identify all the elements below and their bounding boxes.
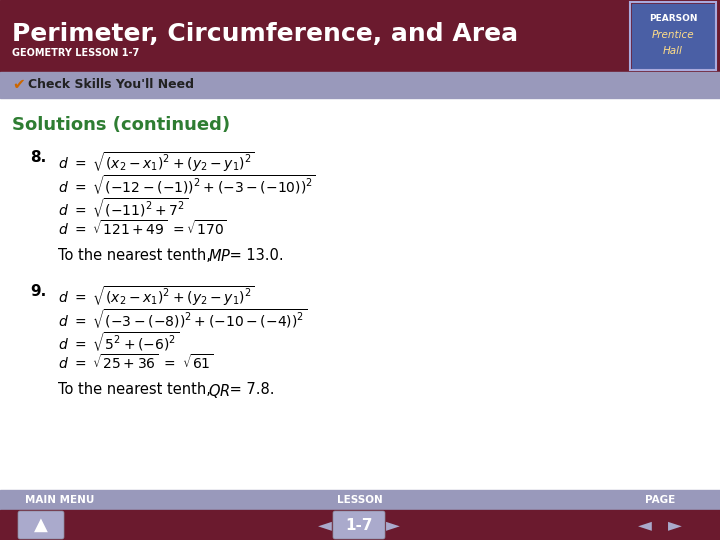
Text: 1-7: 1-7 (346, 517, 373, 532)
Text: $d\ =\ \sqrt{25 + 36}\ =\ \sqrt{61}$: $d\ =\ \sqrt{25 + 36}\ =\ \sqrt{61}$ (58, 353, 213, 372)
Text: GEOMETRY LESSON 1-7: GEOMETRY LESSON 1-7 (12, 48, 139, 58)
Text: Hall: Hall (663, 46, 683, 56)
Text: PEARSON: PEARSON (649, 14, 697, 23)
Text: To the nearest tenth,: To the nearest tenth, (58, 382, 215, 397)
Text: 9.: 9. (30, 284, 46, 299)
Bar (0, 490, 720, 510)
Text: LESSON: LESSON (337, 495, 383, 505)
Text: ◄: ◄ (318, 516, 332, 534)
Bar (632, 4, 714, 68)
Text: = 7.8.: = 7.8. (225, 382, 274, 397)
Text: $d\ =\ \sqrt{(-3 - (-8))^2 + (-10 - (-4))^2}$: $d\ =\ \sqrt{(-3 - (-8))^2 + (-10 - (-4)… (58, 307, 307, 330)
Bar (0, 0, 720, 72)
Text: ►: ► (386, 516, 400, 534)
Text: $QR$: $QR$ (208, 382, 230, 400)
Text: = 13.0.: = 13.0. (225, 248, 284, 263)
Text: ✔: ✔ (12, 78, 24, 92)
Text: PAGE: PAGE (645, 495, 675, 505)
FancyBboxPatch shape (18, 511, 64, 539)
Text: Solutions (continued): Solutions (continued) (12, 116, 230, 134)
Text: ►: ► (668, 516, 682, 534)
Text: To the nearest tenth,: To the nearest tenth, (58, 248, 215, 263)
Text: 8.: 8. (30, 150, 46, 165)
Text: $d\ =\ \sqrt{(x_2 - x_1)^2 + (y_2 - y_1)^2}$: $d\ =\ \sqrt{(x_2 - x_1)^2 + (y_2 - y_1)… (58, 150, 254, 174)
Bar (0, 510, 720, 540)
Text: $d\ =\ \sqrt{5^2 + (-6)^2}$: $d\ =\ \sqrt{5^2 + (-6)^2}$ (58, 330, 179, 354)
Bar (630, 2, 716, 70)
Text: Prentice: Prentice (652, 30, 694, 40)
Bar (0, 98, 720, 492)
FancyBboxPatch shape (333, 511, 385, 539)
Text: ▲: ▲ (34, 516, 48, 534)
Text: ◄: ◄ (638, 516, 652, 534)
Text: $MP$: $MP$ (208, 248, 231, 264)
Text: $d\ =\ \sqrt{(-11)^2 + 7^2}$: $d\ =\ \sqrt{(-11)^2 + 7^2}$ (58, 196, 188, 220)
Bar (0, 72, 720, 98)
Text: MAIN MENU: MAIN MENU (25, 495, 95, 505)
Text: Check Skills You'll Need: Check Skills You'll Need (28, 78, 194, 91)
Text: $d\ =\ \sqrt{(x_2 - x_1)^2 + (y_2 - y_1)^2}$: $d\ =\ \sqrt{(x_2 - x_1)^2 + (y_2 - y_1)… (58, 284, 254, 308)
Text: $d\ =\ \sqrt{121 + 49}\ =\sqrt{170}$: $d\ =\ \sqrt{121 + 49}\ =\sqrt{170}$ (58, 219, 227, 238)
Text: Perimeter, Circumference, and Area: Perimeter, Circumference, and Area (12, 22, 518, 46)
Text: $d\ =\ \sqrt{(-12 - (-1))^2 + (-3 - (-10))^2}$: $d\ =\ \sqrt{(-12 - (-1))^2 + (-3 - (-10… (58, 173, 316, 197)
